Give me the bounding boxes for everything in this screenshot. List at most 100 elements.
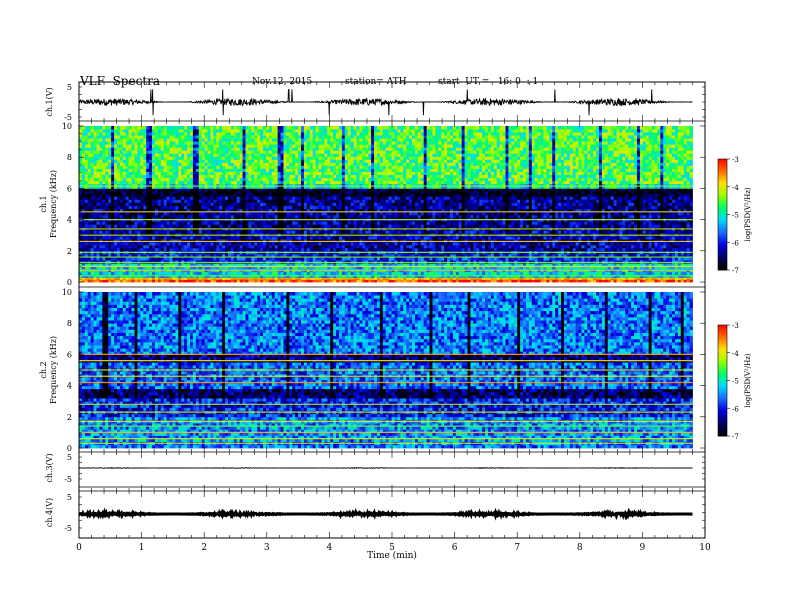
spectrogram-cell <box>199 159 202 162</box>
spectrogram-cell <box>91 206 94 210</box>
spectrogram-cell <box>120 215 123 219</box>
spectrogram-cell <box>202 221 205 225</box>
spectrogram-cell <box>88 138 91 141</box>
spectrogram-cell <box>111 248 114 251</box>
spectrogram-cell <box>140 126 143 129</box>
spectrogram-cell <box>184 156 187 159</box>
spectrogram-cell <box>205 141 208 144</box>
spectrogram-cell <box>187 153 190 156</box>
spectrogram-cell <box>102 202 105 206</box>
spectrogram-cell <box>117 196 120 200</box>
spectrogram-cell <box>88 242 91 245</box>
spectrogram-cell <box>213 135 216 138</box>
spectrogram-cell <box>120 272 123 275</box>
spectrogram-cell <box>158 153 161 156</box>
spectrogram-cell <box>82 188 85 191</box>
spectrogram-cell <box>187 165 190 168</box>
spectrogram-cell <box>82 144 85 147</box>
spectrogram-cell <box>202 178 205 181</box>
spectrogram-cell <box>181 147 184 150</box>
spectrogram-cell <box>202 147 205 150</box>
spectrogram-cell <box>208 150 211 153</box>
spectrogram-cell <box>181 178 184 181</box>
spectrogram-cell <box>149 242 152 245</box>
spectrogram-cell <box>190 172 193 175</box>
spectrogram-cell <box>187 159 190 162</box>
spectrogram-cell <box>213 156 216 159</box>
spectrogram-cell <box>135 150 138 153</box>
spectrogram-cell <box>170 156 173 159</box>
spectrogram-cell <box>105 202 108 206</box>
spectrogram-cell <box>196 202 199 206</box>
spectrogram-cell <box>126 156 129 159</box>
spectrogram-cell <box>164 126 167 129</box>
spectrogram-cell <box>82 150 85 153</box>
spectrogram-cell <box>184 169 187 172</box>
spectrogram-cell <box>175 245 178 248</box>
spectrogram-cell <box>135 206 138 210</box>
spectrogram-cell <box>167 169 170 172</box>
spectrogram-cell <box>196 172 199 175</box>
spectrogram-cell <box>175 135 178 138</box>
spectrogram-cell <box>143 236 146 239</box>
spectrogram-cell <box>108 230 111 233</box>
spectrogram-cell <box>143 150 146 153</box>
spectrogram-cell <box>135 138 138 141</box>
spectrogram-cell <box>137 169 140 172</box>
spectrogram-cell <box>170 194 173 197</box>
spectrogram-cell <box>146 172 149 175</box>
spectrogram-cell <box>158 169 161 172</box>
spectrogram-cell <box>190 129 193 132</box>
spectrogram-cell <box>210 169 213 172</box>
spectrogram-cell <box>190 175 193 178</box>
spectrogram-cell <box>99 172 102 175</box>
spectrogram-cell <box>149 162 152 165</box>
spectrogram-cell <box>216 135 219 138</box>
spectrogram-cell <box>213 280 216 283</box>
spectrogram-cell <box>85 162 88 165</box>
spectrogram-cell <box>202 135 205 138</box>
spectrogram-cell <box>123 169 126 172</box>
spectrogram-cell <box>105 236 108 239</box>
spectrogram-cell <box>167 230 170 233</box>
spectrogram-cell <box>123 194 126 197</box>
spectrogram-cell <box>208 245 211 248</box>
spectrogram-cell <box>196 135 199 138</box>
spectrogram-cell <box>205 196 208 200</box>
spectrogram-cell <box>114 236 117 239</box>
spectrogram-cell <box>117 280 120 283</box>
spectrogram-cell <box>205 248 208 251</box>
spectrogram-cell <box>167 141 170 144</box>
spectrogram-cell <box>164 206 167 210</box>
spectrogram-cell <box>199 191 202 194</box>
spectrogram-cell <box>181 199 184 203</box>
spectrogram-cell <box>187 175 190 178</box>
spectrogram-cell <box>199 156 202 159</box>
spectrogram-cell <box>97 242 100 245</box>
spectrogram-cell <box>167 144 170 147</box>
spectrogram-cell <box>126 144 129 147</box>
spectrogram-cell <box>99 159 102 162</box>
spectrogram-cell <box>196 159 199 162</box>
spectrogram-cell <box>181 196 184 200</box>
spectrogram-cell <box>167 126 170 129</box>
spectrogram-cell <box>97 206 100 210</box>
spectrogram-cell <box>88 129 91 132</box>
spectrogram-cell <box>132 162 135 165</box>
spectrogram-cell <box>208 147 211 150</box>
spectrogram-cell <box>196 230 199 233</box>
spectrogram-cell <box>219 188 222 191</box>
spectrogram-cell <box>199 230 202 233</box>
spectrogram-cell <box>213 245 216 248</box>
spectrogram-cell <box>85 272 88 275</box>
spectrogram-cell <box>190 221 193 225</box>
spectrogram-cell <box>208 230 211 233</box>
spectrogram-cell <box>102 175 105 178</box>
spectrogram-cell <box>99 132 102 135</box>
spectrogram-cell <box>97 129 100 132</box>
spectrogram-cell <box>132 230 135 233</box>
spectrogram-cell <box>140 191 143 194</box>
spectrogram-cell <box>111 172 114 175</box>
spectrogram-cell <box>94 272 97 275</box>
spectrogram-cell <box>208 162 211 165</box>
